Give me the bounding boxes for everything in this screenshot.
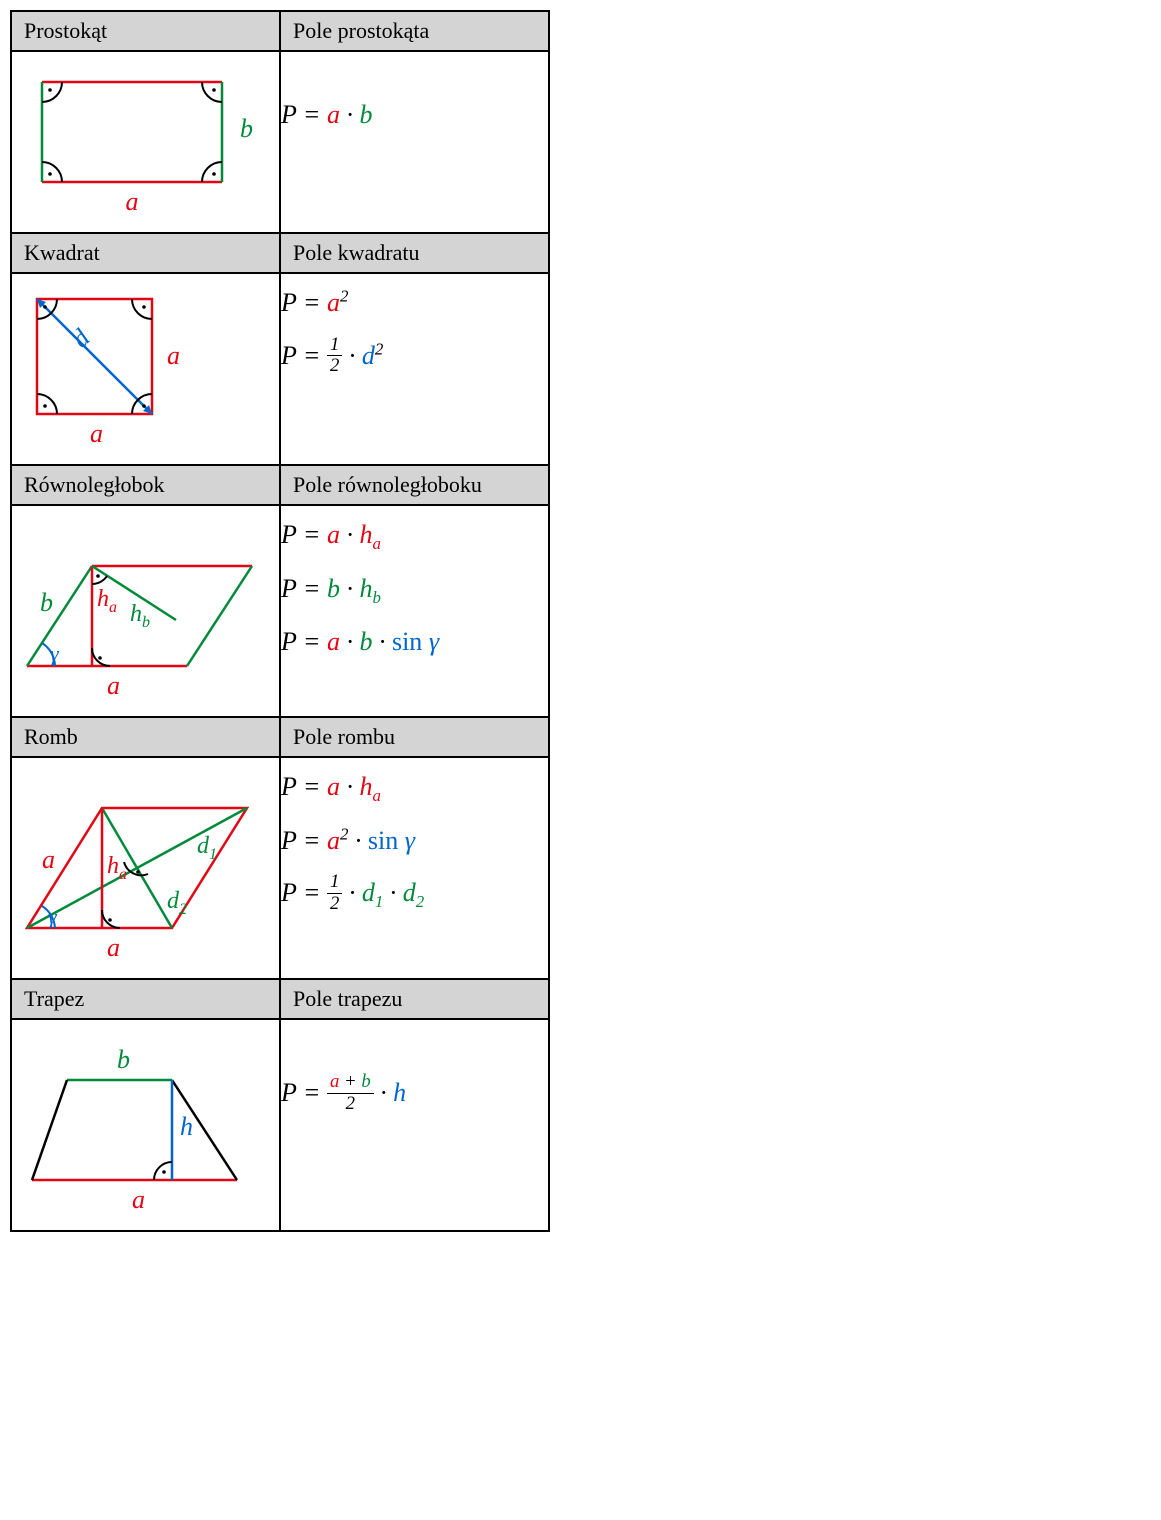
svg-text:b: b (40, 588, 53, 617)
svg-text:a: a (42, 845, 55, 874)
svg-text:h: h (180, 1112, 193, 1141)
square-formula-1: P = a2 (281, 280, 548, 327)
trapezoid-formula-1: P = a + b2 · h (281, 1070, 548, 1117)
svg-text:a: a (107, 933, 120, 962)
header-trapezoid-formula: Pole trapezu (281, 980, 548, 1018)
svg-text:d: d (66, 323, 96, 353)
geometry-formulas-table: Prostokąt Pole prostokąta a b P = a · b … (10, 10, 550, 1232)
svg-text:a: a (107, 671, 120, 700)
svg-text:γ: γ (48, 904, 58, 929)
rectangle-diagram: a b (12, 52, 262, 232)
header-square-shape: Kwadrat (12, 234, 279, 272)
square-diagram: d a a (12, 274, 262, 464)
header-rhombus-formula: Pole rombu (281, 718, 548, 756)
svg-text:a: a (126, 187, 139, 216)
svg-text:γ: γ (50, 641, 60, 666)
svg-text:hb: hb (130, 601, 150, 631)
header-trapezoid-shape: Trapez (12, 980, 279, 1018)
rectangle-formula-1: P = a · b (281, 92, 548, 139)
svg-text:ha: ha (97, 586, 117, 616)
rhombus-formula-1: P = a · ha (281, 764, 548, 812)
rhombus-diagram: γ a a ha d1 d2 (12, 758, 262, 978)
svg-text:a: a (167, 341, 180, 370)
svg-text:d1: d1 (197, 833, 217, 863)
trapezoid-diagram: b a h (12, 1020, 262, 1230)
header-parallelogram-shape: Równoległobok (12, 466, 279, 504)
parallelogram-formula-2: P = b · hb (281, 566, 548, 614)
svg-text:a: a (132, 1185, 145, 1214)
svg-text:b: b (240, 114, 253, 143)
header-rhombus-shape: Romb (12, 718, 279, 756)
svg-text:a: a (90, 419, 103, 448)
parallelogram-formula-1: P = a · ha (281, 512, 548, 560)
parallelogram-formula-3: P = a · b · sin γ (281, 619, 548, 666)
svg-text:ha: ha (107, 853, 127, 883)
header-parallelogram-formula: Pole równoległoboku (281, 466, 548, 504)
header-rectangle-formula: Pole prostokąta (281, 12, 548, 50)
header-rectangle-shape: Prostokąt (12, 12, 279, 50)
svg-text:b: b (117, 1045, 130, 1074)
square-formula-2: P = 12 · d2 (281, 333, 548, 380)
rhombus-formula-2: P = a2 · sin γ (281, 818, 548, 865)
header-square-formula: Pole kwadratu (281, 234, 548, 272)
rhombus-formula-3: P = 12 · d1 · d2 (281, 870, 548, 918)
svg-text:d2: d2 (167, 888, 187, 918)
parallelogram-diagram: γ a b ha hb (12, 506, 262, 716)
